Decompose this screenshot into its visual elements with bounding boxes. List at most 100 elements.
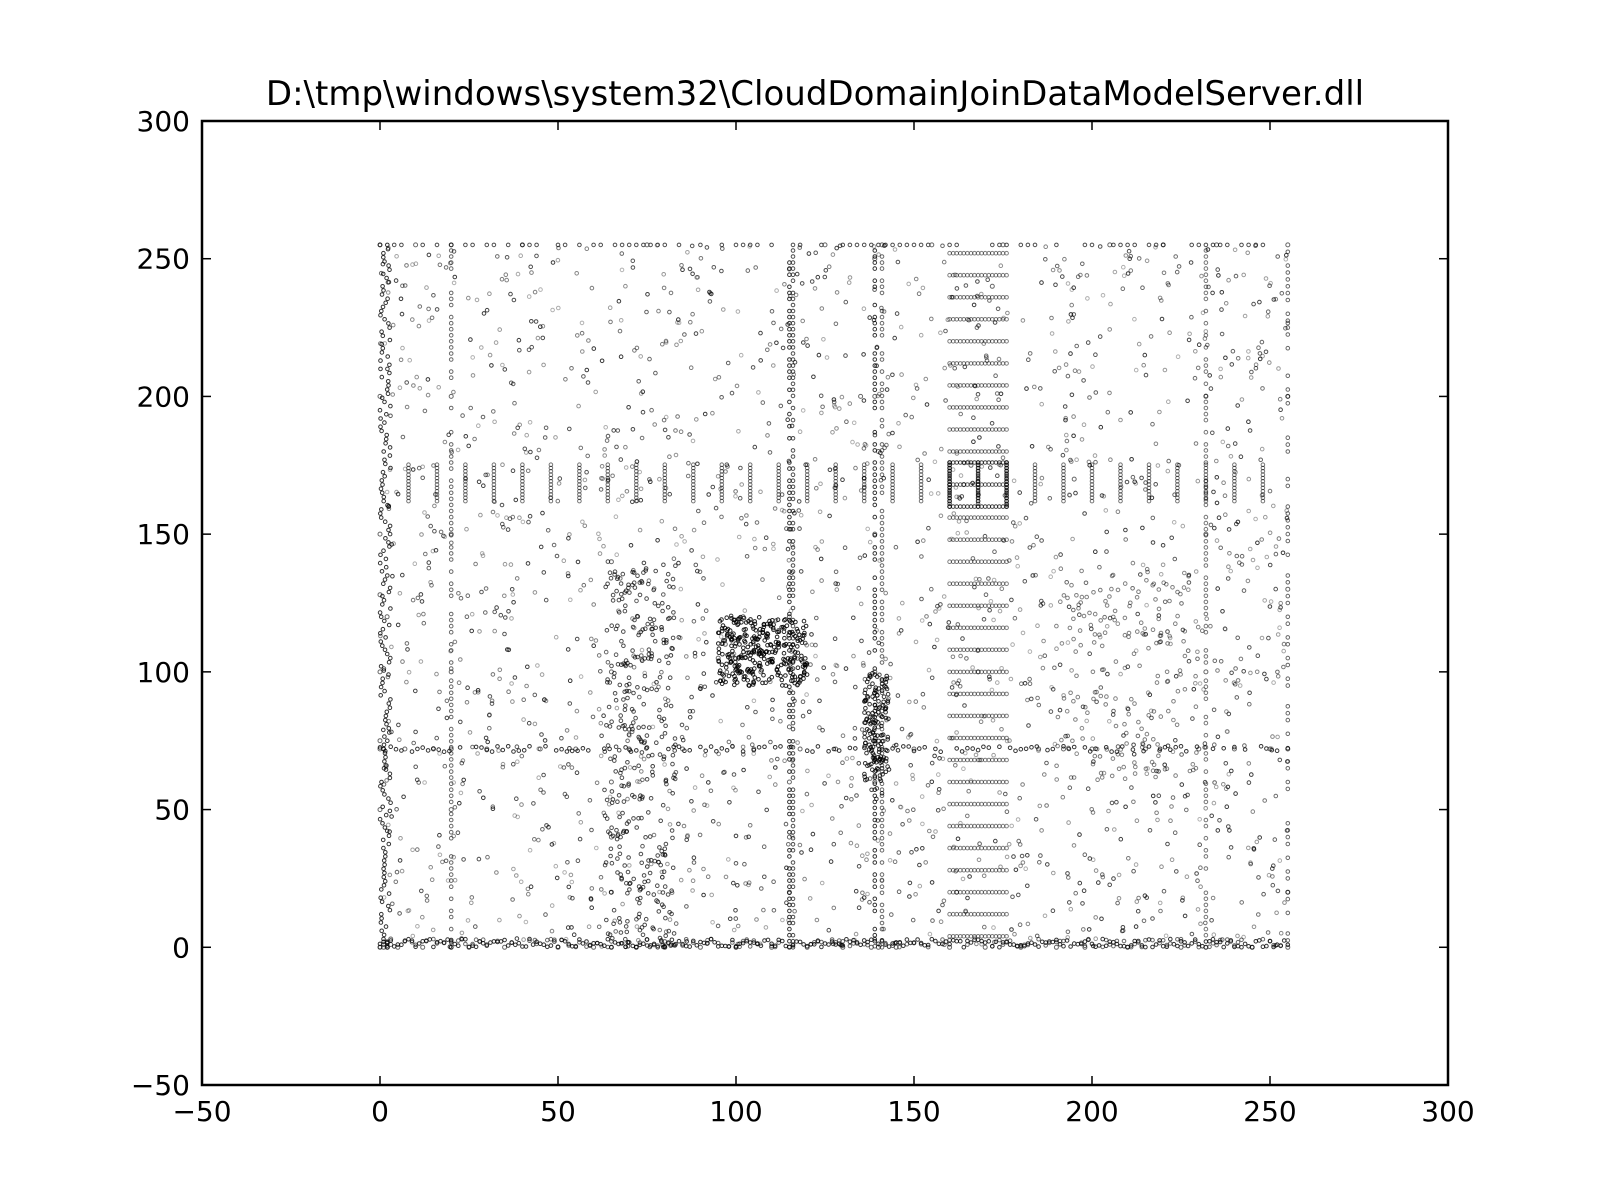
data-point bbox=[377, 745, 383, 750]
data-point bbox=[947, 498, 952, 504]
data-point bbox=[395, 622, 401, 628]
data-point bbox=[569, 765, 575, 770]
data-point bbox=[1037, 803, 1043, 809]
data-point bbox=[767, 342, 773, 347]
data-point bbox=[708, 936, 714, 942]
data-point bbox=[1259, 339, 1265, 345]
data-point bbox=[416, 323, 422, 329]
data-point bbox=[764, 807, 770, 813]
data-point bbox=[1267, 562, 1273, 568]
data-point bbox=[649, 407, 654, 413]
data-point bbox=[1128, 410, 1133, 415]
data-point bbox=[656, 308, 661, 314]
data-point bbox=[787, 611, 792, 617]
data-point bbox=[662, 462, 668, 468]
data-point bbox=[1285, 683, 1291, 688]
data-point bbox=[434, 671, 439, 677]
data-point bbox=[1203, 308, 1209, 314]
data-point bbox=[875, 818, 881, 823]
data-point bbox=[872, 357, 878, 362]
data-point bbox=[379, 329, 384, 335]
data-point bbox=[1150, 916, 1155, 921]
data-point bbox=[963, 283, 969, 288]
data-point bbox=[1035, 695, 1040, 701]
data-point bbox=[731, 631, 736, 637]
data-point bbox=[808, 847, 814, 853]
data-point bbox=[599, 476, 604, 481]
data-point bbox=[879, 417, 885, 423]
data-point bbox=[1164, 942, 1170, 948]
data-point bbox=[385, 738, 390, 744]
data-point bbox=[571, 932, 577, 938]
data-point bbox=[448, 532, 454, 538]
data-point bbox=[1045, 862, 1050, 867]
data-point bbox=[1277, 858, 1283, 863]
data-point bbox=[876, 941, 881, 947]
data-point bbox=[719, 462, 725, 468]
data-point bbox=[879, 878, 885, 883]
data-point bbox=[1285, 311, 1291, 317]
data-point bbox=[733, 861, 739, 866]
data-point bbox=[953, 485, 959, 490]
data-point bbox=[1219, 331, 1225, 337]
data-point bbox=[728, 659, 734, 665]
data-point bbox=[679, 617, 685, 623]
data-point bbox=[1025, 942, 1031, 948]
data-point bbox=[487, 352, 493, 358]
data-point bbox=[400, 283, 405, 289]
data-point bbox=[448, 448, 454, 453]
data-point bbox=[1214, 475, 1220, 480]
data-point bbox=[743, 881, 748, 886]
data-point bbox=[879, 387, 885, 393]
data-point bbox=[984, 355, 989, 360]
data-point bbox=[1112, 269, 1118, 275]
data-point bbox=[872, 551, 878, 556]
data-point bbox=[1163, 933, 1169, 939]
data-point bbox=[850, 439, 855, 445]
data-point bbox=[893, 781, 899, 786]
data-point bbox=[1203, 599, 1209, 605]
data-point bbox=[856, 864, 862, 869]
data-point bbox=[1026, 357, 1031, 363]
data-point bbox=[378, 552, 383, 558]
data-point bbox=[589, 636, 594, 642]
data-point bbox=[964, 656, 969, 661]
data-point bbox=[879, 823, 885, 829]
data-point bbox=[732, 644, 738, 649]
data-point bbox=[1129, 457, 1134, 462]
data-point bbox=[448, 375, 454, 381]
data-point bbox=[790, 757, 796, 762]
data-point bbox=[958, 938, 963, 944]
data-point bbox=[1004, 647, 1009, 653]
data-point bbox=[1148, 334, 1154, 339]
data-point bbox=[448, 678, 454, 684]
data-point bbox=[387, 453, 393, 458]
data-point bbox=[1065, 929, 1071, 935]
data-point bbox=[669, 937, 675, 943]
data-point bbox=[1122, 665, 1128, 671]
data-point bbox=[1123, 537, 1128, 542]
data-point bbox=[553, 634, 559, 640]
data-point bbox=[1264, 746, 1269, 751]
data-point bbox=[1214, 458, 1219, 464]
data-point bbox=[1007, 938, 1013, 944]
data-point bbox=[1173, 254, 1178, 259]
data-point bbox=[879, 393, 885, 399]
data-point bbox=[1165, 629, 1170, 634]
data-point bbox=[448, 617, 454, 623]
data-point bbox=[468, 405, 474, 411]
data-point bbox=[589, 905, 595, 911]
data-point bbox=[541, 570, 547, 575]
data-point bbox=[1100, 874, 1106, 880]
data-point bbox=[790, 375, 796, 381]
data-point bbox=[627, 765, 633, 770]
data-point bbox=[1108, 301, 1113, 307]
data-point bbox=[506, 689, 511, 695]
data-point bbox=[1144, 258, 1150, 264]
data-point bbox=[1004, 669, 1009, 675]
data-point bbox=[525, 664, 530, 670]
data-point bbox=[1114, 938, 1120, 944]
data-point bbox=[790, 417, 796, 423]
data-point bbox=[752, 545, 758, 551]
data-point bbox=[1004, 498, 1009, 504]
